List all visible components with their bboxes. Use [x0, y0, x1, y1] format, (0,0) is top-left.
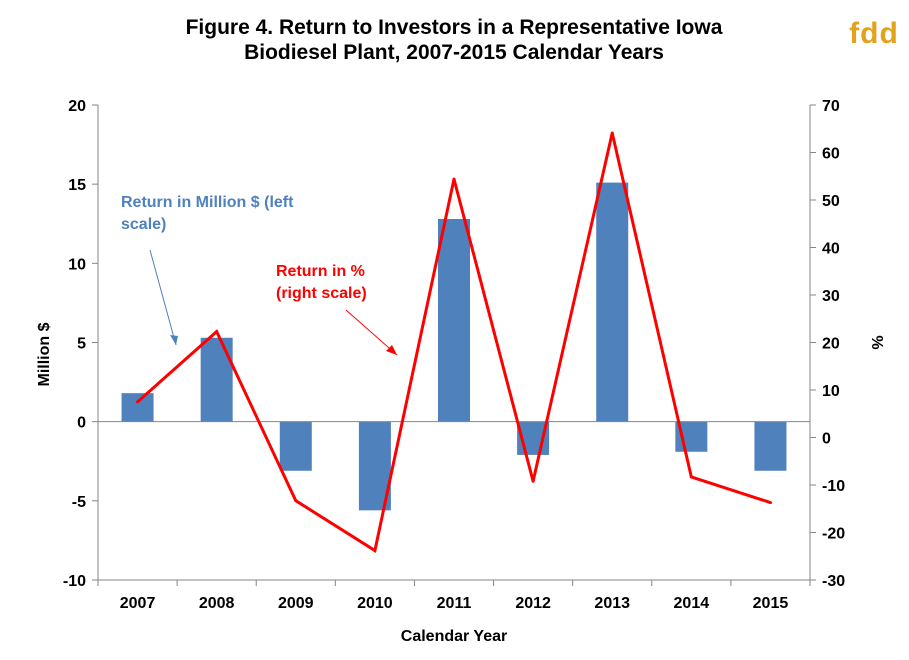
- left-tick-label: 5: [77, 336, 86, 353]
- left-tick-label: 10: [68, 256, 86, 273]
- line-point-2014: [689, 475, 693, 479]
- category-label: 2008: [199, 595, 235, 612]
- right-tick-label: 30: [822, 288, 840, 305]
- x-axis-title: Calendar Year: [401, 628, 507, 645]
- annotations: Return in Million $ (left scale) Return in…: [121, 194, 398, 356]
- category-label: 2007: [120, 595, 156, 612]
- axis-labels: Calendar Year Million $%: [36, 322, 885, 645]
- line-point-2015: [768, 501, 772, 505]
- y-axis-title: Million $: [36, 322, 53, 386]
- logo-text: fdd: [849, 17, 899, 50]
- category-label: 2009: [278, 595, 314, 612]
- right-tick-label: -20: [822, 526, 845, 543]
- line-point-2008: [215, 330, 219, 334]
- left-tick-label: 15: [68, 177, 86, 194]
- annotation-percent-text: (right scale): [276, 285, 367, 302]
- annotation-percent-arrowhead: [386, 345, 397, 355]
- right-tick-label: -30: [822, 573, 845, 590]
- bar-2015: [754, 421, 787, 471]
- chart-title: Figure 4. Return to Investors in a Repre…: [186, 16, 723, 64]
- annotation-million-arrow: [149, 249, 177, 346]
- line-point-2010: [373, 549, 377, 553]
- line-point-2007: [136, 400, 140, 404]
- category-label: 2014: [674, 595, 710, 612]
- bar-2008: [200, 337, 233, 422]
- line-point-2011: [452, 177, 456, 181]
- left-tick-label: -10: [63, 573, 86, 590]
- chart-title-line: Biodiesel Plant, 2007-2015 Calendar Year…: [244, 41, 664, 64]
- annotation-percent-arrow: [345, 309, 398, 356]
- line-series: [136, 131, 772, 553]
- bar-2007: [121, 393, 154, 422]
- category-label: 2013: [594, 595, 630, 612]
- category-label: 2012: [515, 595, 551, 612]
- annotation-percent-text: Return in %: [276, 263, 365, 280]
- right-tick-label: 20: [822, 336, 840, 353]
- category-label: 2015: [753, 595, 789, 612]
- left-tick-label: 20: [68, 98, 86, 115]
- right-tick-label: 10: [822, 383, 840, 400]
- axes: -10 -5 0 5 10 15 20 -30 -20 -10 0 10 20 30 40 50 60 70 200…: [63, 98, 845, 612]
- right-tick-label: 40: [822, 241, 840, 258]
- fdd-logo: fdd: [839, 10, 909, 58]
- right-tick-label: 60: [822, 146, 840, 163]
- right-tick-label: 70: [822, 98, 840, 115]
- line-point-2009: [294, 499, 298, 503]
- right-tick-label: 50: [822, 193, 840, 210]
- y2-axis-title: %: [868, 335, 885, 349]
- left-tick-label: 0: [77, 415, 86, 432]
- annotation-million-text: Return in Million $ (left: [121, 194, 294, 211]
- left-tick-label: -5: [72, 494, 86, 511]
- annotation-million-text: scale): [121, 216, 166, 233]
- category-label: 2010: [357, 595, 393, 612]
- annotation-million-arrowhead: [170, 335, 178, 345]
- category-label: 2011: [437, 595, 472, 612]
- line-point-2012: [531, 479, 535, 483]
- right-tick-label: 0: [822, 431, 831, 448]
- bar-2011: [438, 219, 470, 422]
- right-tick-label: -10: [822, 478, 845, 495]
- chart-title-line: Figure 4. Return to Investors in a Repre…: [186, 16, 723, 39]
- bar-2013: [596, 182, 629, 422]
- line-point-2013: [610, 131, 614, 135]
- bar-2009: [279, 421, 312, 471]
